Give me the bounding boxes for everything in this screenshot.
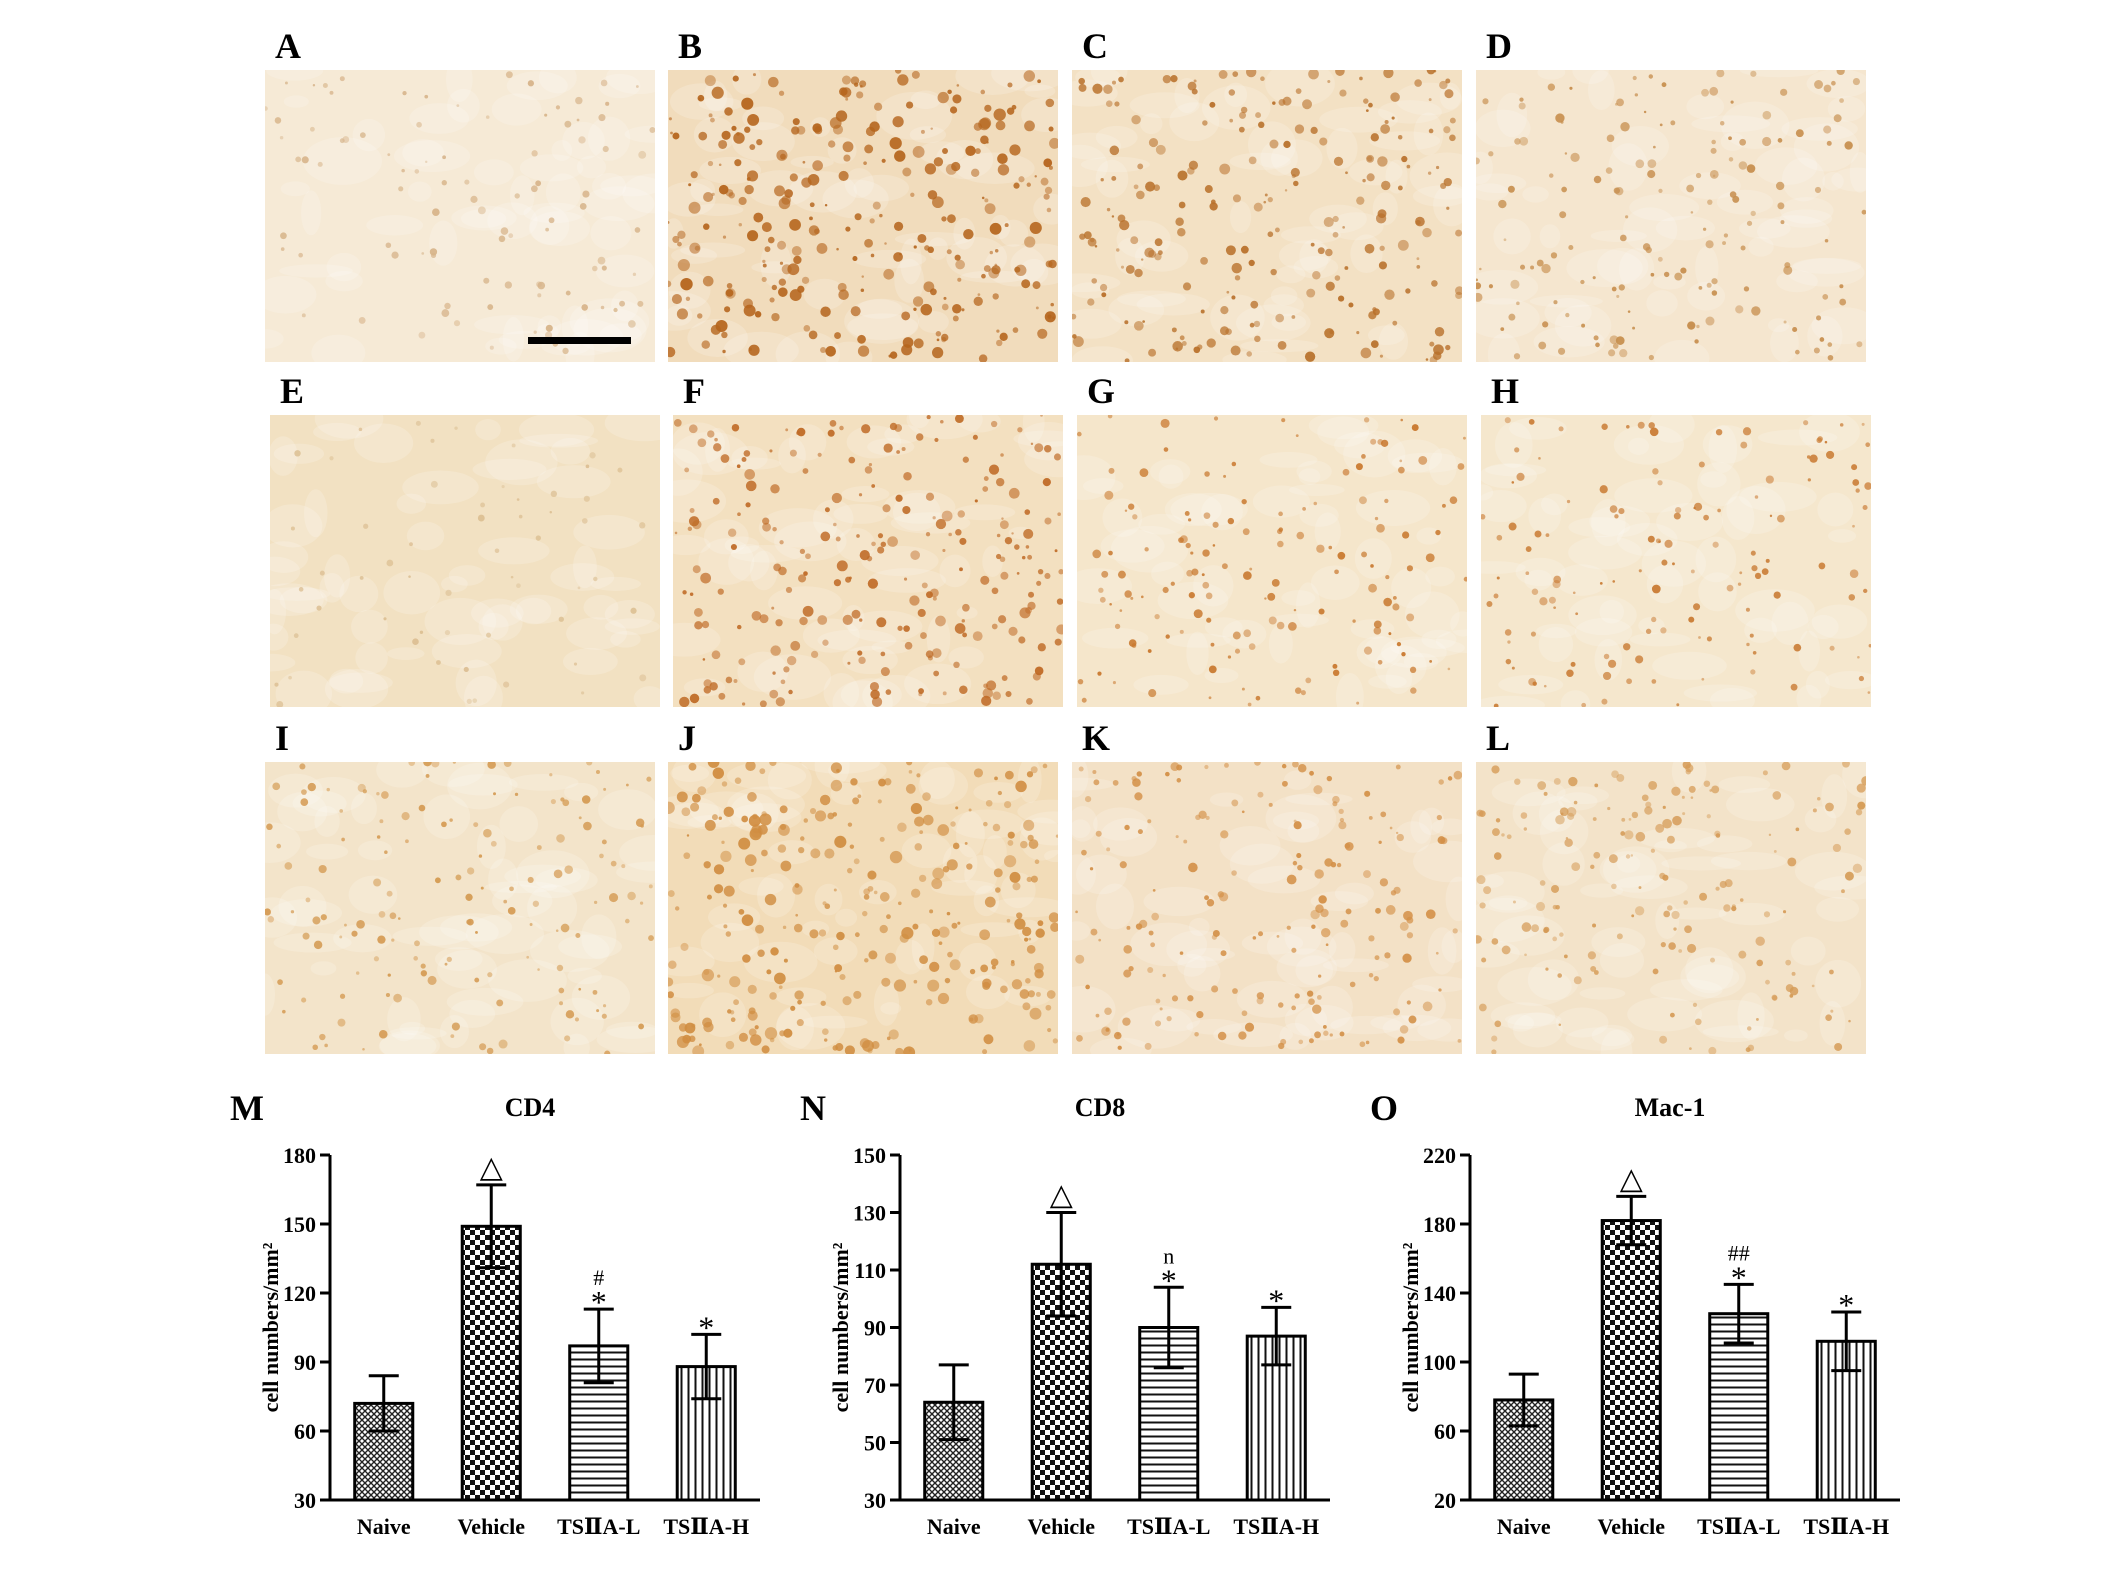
scale-bar: [528, 337, 631, 344]
y-tick-label: 140: [1423, 1281, 1456, 1306]
y-tick-label: 50: [864, 1431, 886, 1456]
y-tick-label: 150: [853, 1143, 886, 1168]
chart-panel-n: N CD8 cell numbers/mm² 30 50 70 90 110 130 150 Nai…: [800, 1088, 1360, 1595]
micrograph-i: [265, 762, 655, 1054]
significance-mark: △: [480, 1151, 503, 1184]
micrograph-a: [265, 70, 655, 362]
significance-mark: n: [1163, 1243, 1174, 1268]
panel-label-b: B: [678, 26, 703, 66]
panel-label-c: C: [1082, 26, 1108, 66]
micrograph-h: [1481, 415, 1871, 707]
chart-panel-m: M CD4 cell numbers/mm² 30 60 90 120 150 180 Naive…: [230, 1088, 790, 1595]
x-tick-label: TSⅡA-L: [1127, 1514, 1210, 1539]
significance-mark: *: [1161, 1262, 1177, 1298]
significance-mark: *: [1838, 1287, 1854, 1323]
panel-label-l: L: [1486, 718, 1511, 758]
mac1-bar-chart: O Mac-1 cell numbers/mm² 20 60 100 140 180 220 Na…: [1370, 1088, 1900, 1539]
chart-title: Mac-1: [1635, 1093, 1706, 1122]
y-tick-label: 150: [283, 1212, 316, 1237]
y-tick-label: 90: [294, 1350, 316, 1375]
chart-title: CD4: [505, 1093, 556, 1122]
chart-title: CD8: [1075, 1093, 1126, 1122]
bar-2: [1708, 1312, 1770, 1502]
y-tick-label: 130: [853, 1201, 886, 1226]
y-tick-label: 110: [854, 1258, 886, 1283]
y-axis-label: cell numbers/mm²: [258, 1242, 283, 1412]
panel-label-k: K: [1082, 718, 1111, 758]
micrograph-e: [270, 415, 660, 707]
micrograph-d: [1476, 70, 1866, 362]
panel-label-a: A: [275, 26, 301, 66]
panel-label-i: I: [275, 718, 290, 758]
significance-mark: *: [698, 1309, 714, 1345]
micrograph-k: [1072, 762, 1462, 1054]
micrograph-f: [673, 415, 1063, 707]
y-tick-label: 60: [294, 1419, 316, 1444]
significance-mark: *: [591, 1284, 607, 1320]
y-tick-label: 120: [283, 1281, 316, 1306]
x-tick-label: Vehicle: [457, 1514, 525, 1539]
bar-1: [460, 1224, 522, 1502]
micrograph-l: [1476, 762, 1866, 1054]
panel-label-g: G: [1087, 371, 1116, 411]
y-tick-label: 100: [1423, 1350, 1456, 1375]
x-tick-label: Vehicle: [1597, 1514, 1665, 1539]
x-tick-label: TSⅡA-H: [663, 1514, 749, 1539]
panel-label-j: J: [678, 718, 696, 758]
panel-label-m: M: [230, 1090, 264, 1128]
panel-label-e: E: [280, 371, 305, 411]
x-tick-label: Naive: [927, 1514, 981, 1539]
chart-panel-o: O Mac-1 cell numbers/mm² 20 60 100 140 180 220 Na…: [1370, 1088, 1930, 1595]
micrograph-j: [668, 762, 1058, 1054]
x-tick-label: TSⅡA-L: [557, 1514, 640, 1539]
micrograph-c: [1072, 70, 1462, 362]
significance-mark: ##: [1728, 1240, 1750, 1265]
y-tick-label: 70: [864, 1373, 886, 1398]
y-tick-label: 90: [864, 1316, 886, 1341]
significance-mark: △: [1050, 1179, 1073, 1212]
y-tick-label: 30: [294, 1488, 316, 1513]
x-tick-label: TSⅡA-H: [1233, 1514, 1319, 1539]
y-tick-label: 220: [1423, 1143, 1456, 1168]
y-tick-label: 20: [1434, 1488, 1456, 1513]
y-tick-label: 180: [283, 1143, 316, 1168]
panel-label-f: F: [683, 371, 705, 411]
y-axis-label: cell numbers/mm²: [828, 1242, 853, 1412]
significance-mark: △: [1620, 1162, 1643, 1195]
x-tick-label: TSⅡA-H: [1803, 1514, 1889, 1539]
cd8-bar-chart: N CD8 cell numbers/mm² 30 50 70 90 110 130 150 Nai…: [800, 1088, 1330, 1539]
y-tick-label: 30: [864, 1488, 886, 1513]
significance-mark: *: [1268, 1282, 1284, 1318]
bar-1: [1600, 1219, 1662, 1502]
significance-mark: #: [593, 1265, 604, 1290]
x-tick-label: Naive: [357, 1514, 411, 1539]
micrograph-g: [1077, 415, 1467, 707]
y-tick-label: 180: [1423, 1212, 1456, 1237]
panel-label-h: H: [1491, 371, 1520, 411]
y-tick-label: 60: [1434, 1419, 1456, 1444]
y-axis-label: cell numbers/mm²: [1398, 1242, 1423, 1412]
panel-label-d: D: [1486, 26, 1512, 66]
significance-mark: *: [1731, 1259, 1747, 1295]
x-tick-label: TSⅡA-L: [1697, 1514, 1780, 1539]
cd4-bar-chart: M CD4 cell numbers/mm² 30 60 90 120 150 180 Naive…: [230, 1088, 760, 1539]
x-tick-label: Naive: [1497, 1514, 1551, 1539]
micrograph-b: [668, 70, 1058, 362]
x-tick-label: Vehicle: [1027, 1514, 1095, 1539]
panel-label-n: N: [800, 1090, 826, 1128]
panel-label-o: O: [1370, 1090, 1398, 1128]
